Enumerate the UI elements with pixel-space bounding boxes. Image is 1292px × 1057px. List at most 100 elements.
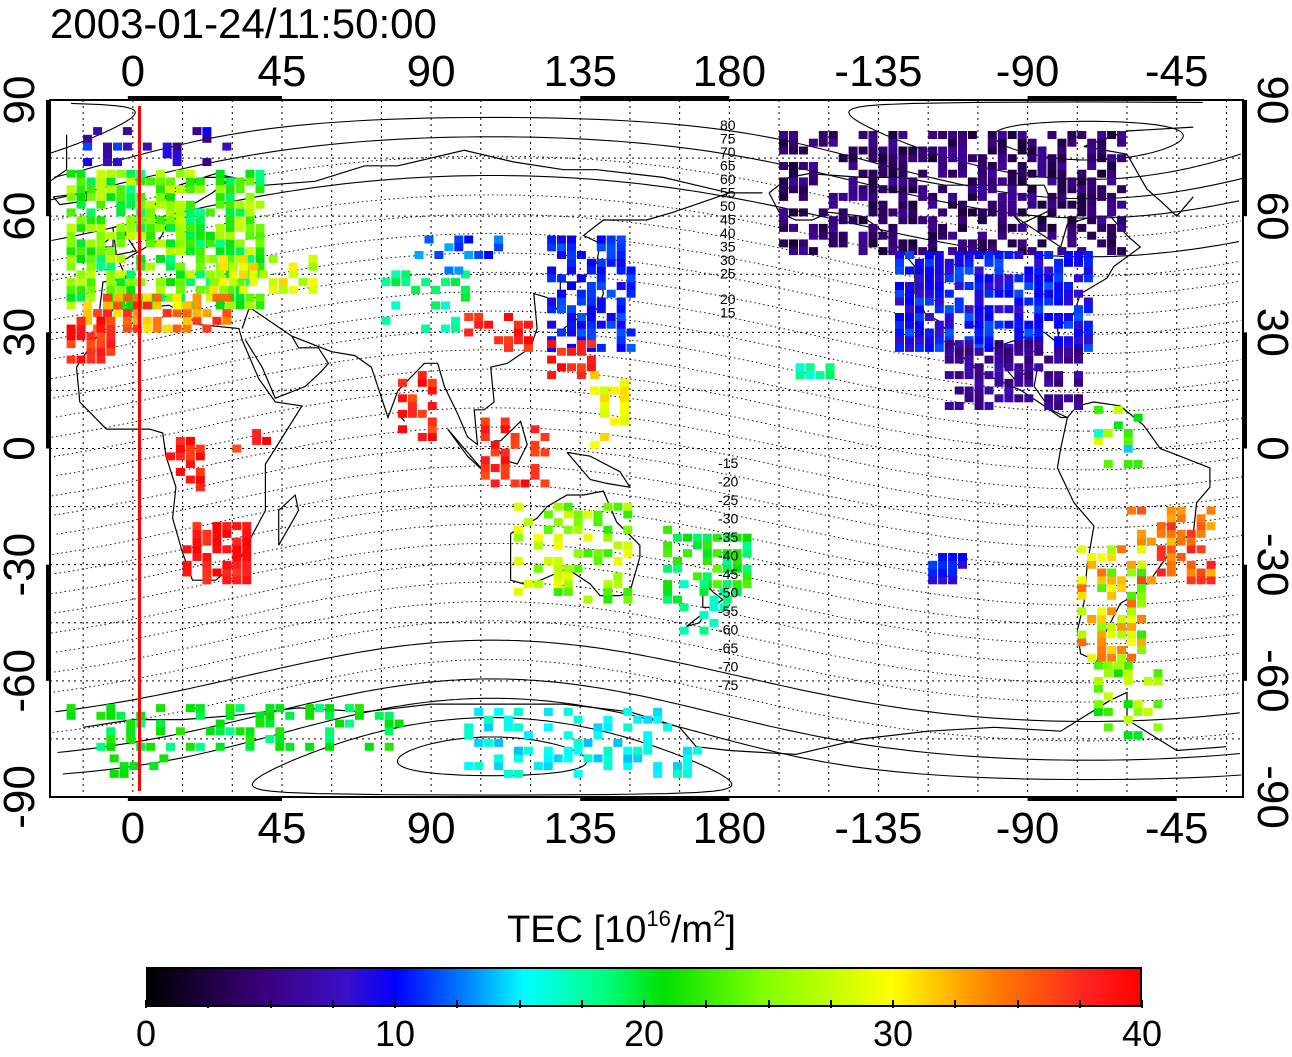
tec-cell [848, 162, 858, 170]
tec-cell [1057, 169, 1067, 178]
tec-cell [265, 711, 275, 720]
tec-cell [96, 332, 106, 341]
tec-cell [513, 336, 523, 345]
tec-cell [288, 285, 298, 294]
colorbar-tick [269, 1000, 272, 1008]
tec-cell [1064, 251, 1073, 259]
tec-cell [142, 142, 152, 151]
tec-cell [504, 769, 513, 778]
tec-cell [1097, 239, 1107, 248]
tec-cell [653, 769, 663, 778]
tec-cell [944, 355, 954, 364]
tec-cell [1107, 576, 1117, 585]
tec-cell [1176, 506, 1186, 515]
tec-cell [1093, 707, 1103, 716]
bottom-axis-labels: 0 45 90 135 180 -135 -90 -45 [121, 804, 1209, 853]
tec-cell [232, 545, 242, 554]
tec-cell [1103, 429, 1113, 438]
tec-cell [702, 549, 712, 558]
tec-cell [994, 378, 1004, 387]
tec-cell [722, 595, 732, 604]
tec-cell [679, 603, 689, 612]
tec-cell [474, 762, 484, 771]
tec-cell [255, 185, 265, 194]
tec-cell [1117, 185, 1127, 194]
tec-cell [557, 274, 566, 283]
tec-cell [808, 177, 818, 186]
tec-cell [86, 216, 96, 225]
tec-cell [245, 254, 255, 263]
magnetic-contour [56, 407, 1089, 490]
tec-cell [1037, 162, 1047, 170]
magnetic-contour [1088, 398, 1241, 413]
tec-cell [132, 316, 142, 325]
tec-cell [391, 301, 401, 310]
tec-cell [195, 231, 205, 240]
tec-cell [1037, 169, 1047, 178]
tec-cell [573, 738, 583, 747]
tec-cell [83, 301, 93, 310]
tec-cell [673, 769, 682, 778]
tec-cell [954, 305, 964, 314]
tec-cell [1123, 731, 1133, 740]
tec-cell [1057, 177, 1067, 186]
tec-cell [166, 452, 175, 461]
magnetic-contour [51, 523, 1089, 606]
tec-cell [242, 553, 252, 561]
tec-cell [1186, 560, 1196, 569]
tec-cell [215, 223, 225, 232]
tec-cell [958, 138, 967, 147]
left-axis-label: -90 [0, 765, 44, 829]
tec-cell [1024, 340, 1034, 349]
tec-cell [381, 278, 391, 287]
tec-cell [954, 371, 964, 380]
tec-cell [225, 185, 235, 194]
tec-cell [905, 289, 914, 298]
tec-cell [474, 707, 484, 716]
tec-cell [96, 355, 106, 364]
tec-cell [96, 185, 106, 194]
tec-cell [709, 603, 719, 612]
tec-cell [576, 340, 586, 349]
tec-cell [838, 231, 848, 240]
tec-cell [76, 270, 86, 279]
tec-cell [563, 587, 573, 596]
contour-label: 20 [720, 291, 736, 307]
tec-cell [113, 158, 122, 167]
tec-cell [1064, 347, 1073, 356]
tec-cell [547, 266, 557, 275]
tec-cell [997, 192, 1007, 201]
tec-cell [958, 216, 967, 225]
tec-cell [504, 336, 513, 345]
tec-cell [305, 711, 315, 720]
tec-cell [997, 200, 1007, 209]
tec-cell [808, 231, 818, 240]
tec-cell [789, 131, 798, 139]
tec-cell [643, 715, 653, 724]
tec-cell [938, 146, 948, 155]
tec-cell [175, 436, 185, 445]
tec-cell [1123, 460, 1133, 469]
tec-cell [825, 363, 835, 372]
tec-cell [225, 239, 235, 248]
tec-cell [185, 742, 195, 751]
right-axis-label: 0 [1248, 436, 1292, 460]
tec-cell [205, 293, 215, 302]
tec-cell [683, 533, 692, 542]
tec-cell [1064, 289, 1073, 298]
tec-cell [76, 223, 86, 232]
tec-cell [1007, 177, 1017, 186]
tec-cell [1196, 514, 1206, 523]
tec-cell [663, 595, 673, 604]
top-axis-label: 180 [693, 47, 766, 96]
tec-cell [868, 200, 878, 209]
tec-cell [908, 154, 918, 163]
tec-cell [593, 556, 603, 565]
tec-cell [593, 754, 603, 763]
tec-cell [494, 707, 504, 716]
tec-cell [868, 154, 878, 163]
tec-cell [76, 192, 86, 201]
tec-cell [838, 239, 848, 248]
tec-cell [162, 142, 172, 151]
tec-cell [1027, 247, 1037, 256]
